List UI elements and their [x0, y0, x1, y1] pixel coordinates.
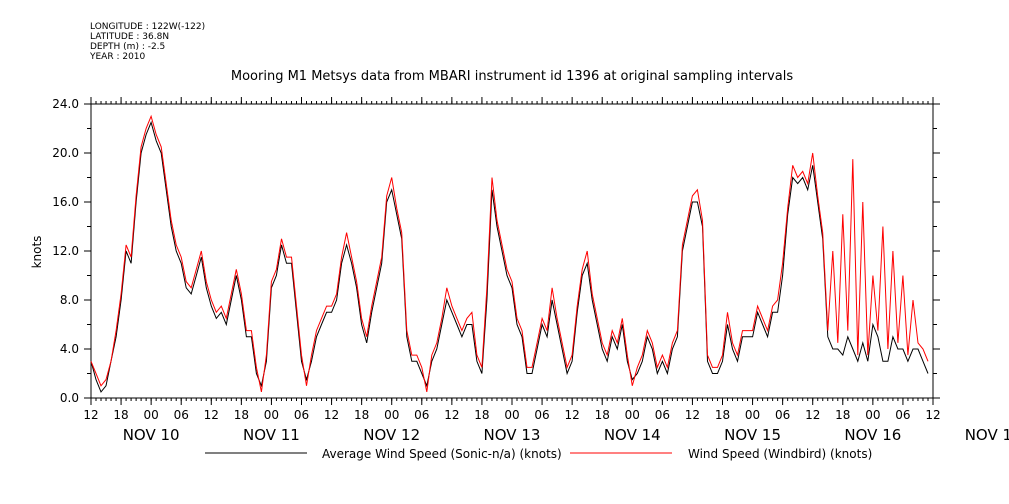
x-day-label: NOV 15	[724, 426, 781, 444]
legend-label-average: Average Wind Speed (Sonic-n/a) (knots)	[322, 447, 562, 461]
x-day-label: NOV 12	[363, 426, 420, 444]
y-axis: 0.0 4.0 8.0 12.0 16.0 20.0 24.0	[52, 97, 940, 405]
y-tick-label: 0.0	[60, 391, 79, 405]
plot-frame	[90, 103, 934, 399]
chart-title: Mooring M1 Metsys data from MBARI instru…	[231, 69, 793, 84]
x-tick-label: 18	[113, 408, 128, 422]
x-axis: 12 18 00 06 12 18 00 06 12 18 00 06 12 18 00 06 12 18 00 06…	[83, 97, 1009, 444]
latitude-text: LATITUDE : 36.8N	[90, 32, 169, 42]
x-day-label: NOV 10	[123, 426, 180, 444]
x-tick-label: 12	[565, 408, 580, 422]
y-tick-label: 8.0	[60, 293, 79, 307]
x-tick-label: 00	[504, 408, 519, 422]
legend-label-windbird: Wind Speed (Windbird) (knots)	[688, 447, 872, 461]
x-tick-label: 18	[354, 408, 369, 422]
x-tick-label: 00	[745, 408, 760, 422]
x-day-label: NOV 11	[243, 426, 300, 444]
x-tick-label: 06	[174, 408, 189, 422]
y-tick-label: 20.0	[52, 146, 79, 160]
depth-text: DEPTH (m) : -2.5	[90, 42, 165, 52]
x-tick-label: 12	[204, 408, 219, 422]
x-day-label: NOV 17	[965, 426, 1009, 444]
x-tick-label: 12	[685, 408, 700, 422]
y-tick-label: 24.0	[52, 97, 79, 111]
longitude-text: LONGITUDE : 122W(-122)	[90, 22, 205, 32]
x-tick-label: 06	[775, 408, 790, 422]
x-tick-label: 06	[414, 408, 429, 422]
y-tick-label: 16.0	[52, 195, 79, 209]
x-tick-label: 06	[895, 408, 910, 422]
x-tick-label: 06	[534, 408, 549, 422]
x-day-label: NOV 16	[844, 426, 901, 444]
x-tick-label: 18	[715, 408, 730, 422]
series-windbird-wind-speed-line	[90, 114, 929, 392]
x-tick-label: 06	[294, 408, 309, 422]
x-tick-label: 12	[83, 408, 98, 422]
x-tick-label: 18	[595, 408, 610, 422]
x-tick-label: 12	[324, 408, 339, 422]
x-tick-label: 00	[144, 408, 159, 422]
x-tick-label: 00	[625, 408, 640, 422]
series-average-wind-speed-line	[90, 120, 929, 393]
series-layer	[90, 114, 929, 393]
x-tick-label: 18	[474, 408, 489, 422]
x-day-label: NOV 14	[604, 426, 661, 444]
y-axis-label: knots	[30, 236, 44, 269]
year-text: YEAR : 2010	[89, 52, 146, 62]
x-tick-label: 18	[835, 408, 850, 422]
x-tick-label: 18	[234, 408, 249, 422]
x-tick-label: 06	[655, 408, 670, 422]
x-tick-label: 12	[444, 408, 459, 422]
y-tick-label: 12.0	[52, 244, 79, 258]
x-tick-label: 12	[925, 408, 940, 422]
x-tick-label: 12	[805, 408, 820, 422]
y-tick-label: 4.0	[60, 342, 79, 356]
x-tick-label: 00	[865, 408, 880, 422]
x-day-label: NOV 13	[484, 426, 541, 444]
x-tick-label: 00	[384, 408, 399, 422]
x-tick-label: 00	[264, 408, 279, 422]
